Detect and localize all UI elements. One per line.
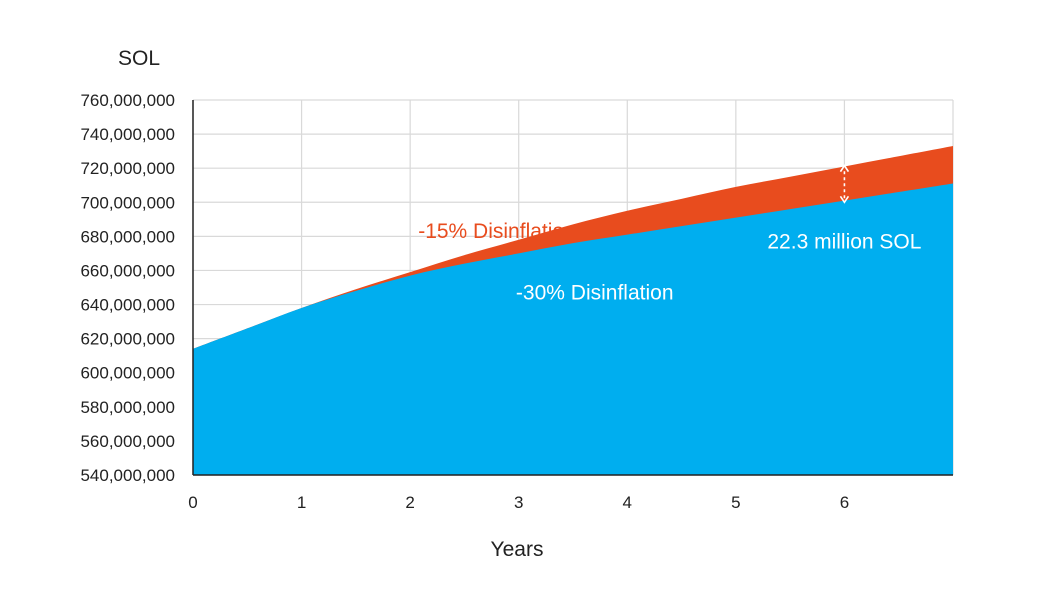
- y-tick-label: 560,000,000: [80, 432, 175, 451]
- y-tick-label: 580,000,000: [80, 398, 175, 417]
- arrow-up-icon: [839, 164, 850, 173]
- annotation-30pct-disinflation: -30% Disinflation: [516, 281, 674, 304]
- y-tick-label: 600,000,000: [80, 364, 175, 383]
- y-tick-label: 540,000,000: [80, 466, 175, 485]
- difference-marker: [839, 164, 850, 204]
- x-axis-title: Years: [491, 538, 544, 561]
- y-tick-label: 700,000,000: [80, 193, 175, 212]
- areas: [193, 146, 953, 475]
- x-tick-label: 5: [731, 493, 740, 512]
- x-tick-label: 6: [840, 493, 849, 512]
- y-tick-label: 660,000,000: [80, 261, 175, 280]
- x-tick-label: 0: [188, 493, 197, 512]
- annotations: -15% Disinflation -30% Disinflation 22.3 m…: [418, 220, 921, 304]
- annotation-15pct-disinflation: -15% Disinflation: [418, 220, 576, 243]
- axes: [192, 100, 953, 476]
- arrow-down-icon: [839, 195, 850, 204]
- y-tick-label: 680,000,000: [80, 227, 175, 246]
- x-tick-label: 4: [623, 493, 632, 512]
- y-axis-title: SOL: [118, 47, 160, 70]
- area-series-30pct: [193, 183, 953, 475]
- y-tick-label: 640,000,000: [80, 296, 175, 315]
- y-tick-label: 740,000,000: [80, 125, 175, 144]
- x-tick-label: 3: [514, 493, 523, 512]
- y-tick-label: 720,000,000: [80, 159, 175, 178]
- y-tick-label: 620,000,000: [80, 330, 175, 349]
- annotation-difference: 22.3 million SOL: [767, 230, 921, 253]
- x-tick-label: 2: [405, 493, 414, 512]
- tick-labels: 540,000,000 560,000,000 580,000,000 600,000…: [80, 91, 849, 512]
- y-tick-label: 760,000,000: [80, 91, 175, 110]
- x-tick-label: 1: [297, 493, 306, 512]
